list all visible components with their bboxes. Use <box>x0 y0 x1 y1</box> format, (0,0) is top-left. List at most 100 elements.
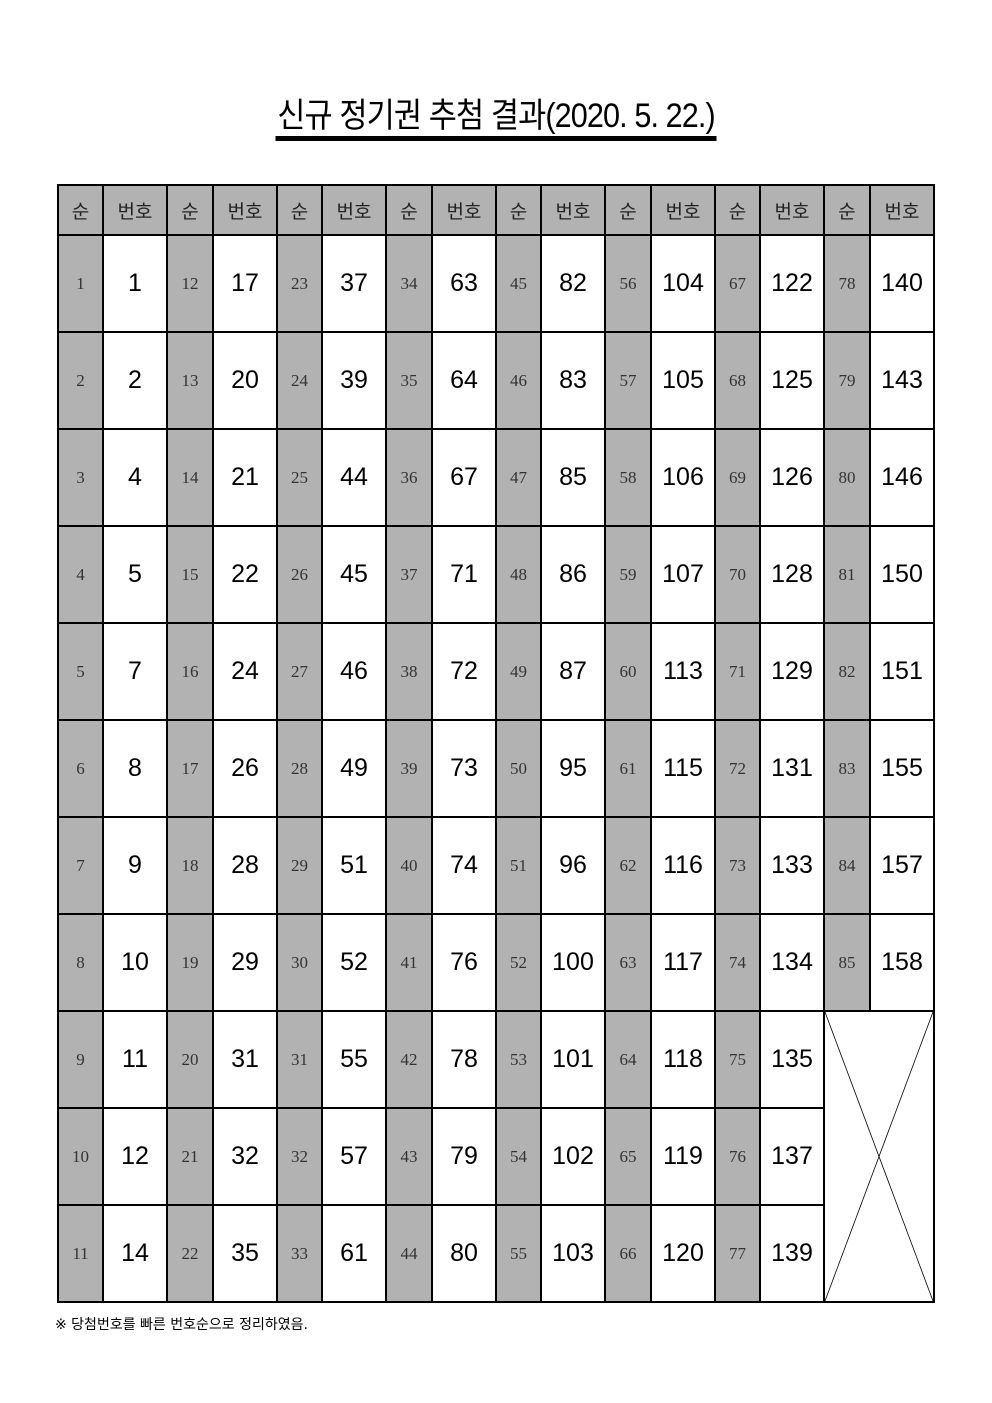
rank-cell: 6 <box>57 719 104 818</box>
rank-cell: 41 <box>385 913 433 1012</box>
number-cell: 78 <box>431 1010 497 1109</box>
header-number: 번호 <box>650 184 716 236</box>
number-cell: 128 <box>759 525 825 624</box>
table-row: 1 1 12 17 23 37 34 63 45 82 56 104 67 122 78 140 <box>57 234 935 333</box>
rank-cell: 46 <box>495 331 542 430</box>
rank-cell: 52 <box>495 913 542 1012</box>
number-cell: 10 <box>102 913 168 1012</box>
number-cell: 39 <box>321 331 387 430</box>
number-cell: 131 <box>759 719 825 818</box>
number-cell: 32 <box>212 1107 278 1206</box>
header-number: 번호 <box>540 184 606 236</box>
rank-cell: 50 <box>495 719 542 818</box>
number-cell: 2 <box>102 331 168 430</box>
number-cell: 119 <box>650 1107 716 1206</box>
rank-cell: 22 <box>166 1204 214 1303</box>
header-number: 번호 <box>869 184 935 236</box>
number-cell: 22 <box>212 525 278 624</box>
number-cell: 139 <box>759 1204 825 1303</box>
number-cell: 126 <box>759 428 825 527</box>
rank-cell: 62 <box>604 816 652 915</box>
number-cell: 102 <box>540 1107 606 1206</box>
number-cell: 20 <box>212 331 278 430</box>
number-cell: 117 <box>650 913 716 1012</box>
table-row: 6 8 17 26 28 49 39 73 50 95 61 115 72 131 83 155 <box>57 719 935 818</box>
number-cell: 61 <box>321 1204 387 1303</box>
table-row: 7 9 18 28 29 51 40 74 51 96 62 116 73 133 84 157 <box>57 816 935 915</box>
number-cell: 137 <box>759 1107 825 1206</box>
rank-cell: 79 <box>823 331 871 430</box>
number-cell: 100 <box>540 913 606 1012</box>
number-cell: 63 <box>431 234 497 333</box>
number-cell: 151 <box>869 622 935 721</box>
number-cell: 64 <box>431 331 497 430</box>
number-cell: 104 <box>650 234 716 333</box>
rank-cell: 69 <box>714 428 761 527</box>
number-cell: 150 <box>869 525 935 624</box>
header-rank: 순 <box>276 184 323 236</box>
number-cell: 105 <box>650 331 716 430</box>
header-rank: 순 <box>166 184 214 236</box>
header-number: 번호 <box>102 184 168 236</box>
table-row: 2 2 13 20 24 39 35 64 46 83 57 105 68 125 79 143 <box>57 331 935 430</box>
rank-cell: 9 <box>57 1010 104 1109</box>
rank-cell: 35 <box>385 331 433 430</box>
number-cell: 71 <box>431 525 497 624</box>
number-cell: 9 <box>102 816 168 915</box>
table-row: 10 12 21 32 32 57 43 79 54 102 65 119 76 137 <box>57 1107 934 1206</box>
number-cell: 37 <box>321 234 387 333</box>
rank-cell: 53 <box>495 1010 542 1109</box>
number-cell: 157 <box>869 816 935 915</box>
rank-cell: 26 <box>276 525 323 624</box>
rank-cell: 20 <box>166 1010 214 1109</box>
number-cell: 120 <box>650 1204 716 1303</box>
number-cell: 107 <box>650 525 716 624</box>
rank-cell: 75 <box>714 1010 761 1109</box>
rank-cell: 23 <box>276 234 323 333</box>
number-cell: 146 <box>869 428 935 527</box>
number-cell: 67 <box>431 428 497 527</box>
footnote: ※ 당첨번호를 빠른 번호순으로 정리하였음. <box>55 1317 308 1333</box>
number-cell: 8 <box>102 719 168 818</box>
number-cell: 73 <box>431 719 497 818</box>
number-cell: 79 <box>431 1107 497 1206</box>
number-cell: 134 <box>759 913 825 1012</box>
number-cell: 7 <box>102 622 168 721</box>
rank-cell: 67 <box>714 234 761 333</box>
page-title: 신규 정기권 추첨 결과(2020. 5. 22.) <box>0 96 992 141</box>
rank-cell: 17 <box>166 719 214 818</box>
number-cell: 95 <box>540 719 606 818</box>
rank-cell: 24 <box>276 331 323 430</box>
number-cell: 118 <box>650 1010 716 1109</box>
page-title-text: 신규 정기권 추첨 결과(2020. 5. 22.) <box>275 96 717 141</box>
rank-cell: 7 <box>57 816 104 915</box>
rank-cell: 2 <box>57 331 104 430</box>
number-cell: 12 <box>102 1107 168 1206</box>
number-cell: 96 <box>540 816 606 915</box>
rank-cell: 33 <box>276 1204 323 1303</box>
number-cell: 52 <box>321 913 387 1012</box>
rank-cell: 60 <box>604 622 652 721</box>
number-cell: 140 <box>869 234 935 333</box>
header-rank: 순 <box>57 184 104 236</box>
number-cell: 29 <box>212 913 278 1012</box>
header-rank: 순 <box>385 184 433 236</box>
number-cell: 76 <box>431 913 497 1012</box>
rank-cell: 63 <box>604 913 652 1012</box>
number-cell: 85 <box>540 428 606 527</box>
rank-cell: 77 <box>714 1204 761 1303</box>
table-row: 11 14 22 35 33 61 44 80 55 103 66 120 77 139 <box>57 1204 934 1303</box>
number-cell: 57 <box>321 1107 387 1206</box>
rank-cell: 73 <box>714 816 761 915</box>
rank-cell: 40 <box>385 816 433 915</box>
rank-cell: 56 <box>604 234 652 333</box>
number-cell: 106 <box>650 428 716 527</box>
rank-cell: 72 <box>714 719 761 818</box>
number-cell: 72 <box>431 622 497 721</box>
rank-cell: 49 <box>495 622 542 721</box>
number-cell: 28 <box>212 816 278 915</box>
rank-cell: 21 <box>166 1107 214 1206</box>
header-number: 번호 <box>212 184 278 236</box>
rank-cell: 74 <box>714 913 761 1012</box>
header-number: 번호 <box>759 184 825 236</box>
